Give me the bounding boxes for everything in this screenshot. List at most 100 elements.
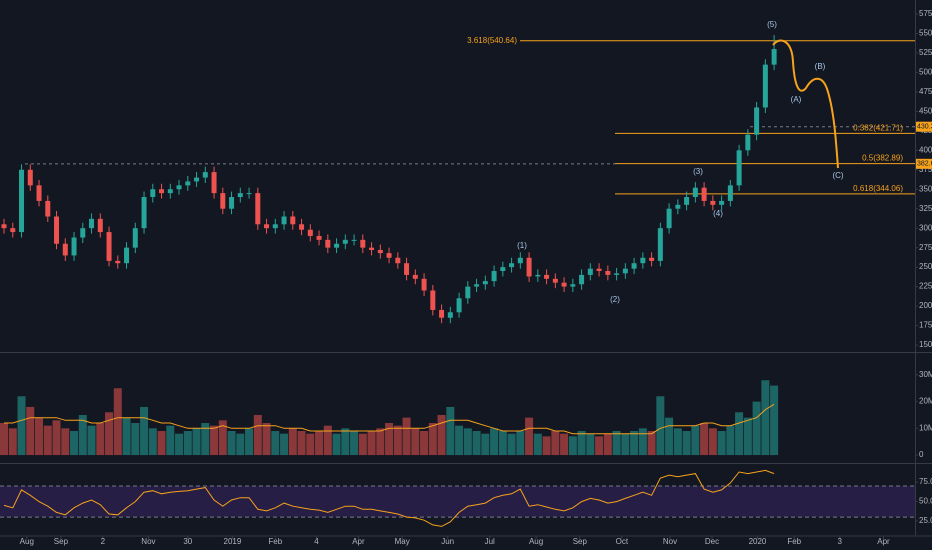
candle-body	[316, 235, 322, 240]
volume-bar	[568, 436, 577, 456]
price-tag	[916, 121, 932, 132]
candle-body	[10, 228, 16, 233]
candle-body	[605, 271, 611, 275]
candle-body	[701, 187, 707, 201]
candle-body	[544, 274, 550, 279]
y-tick-label: 75.00	[919, 477, 932, 486]
wave-label: (4)	[713, 209, 723, 218]
candle-body	[684, 197, 690, 205]
candle-body	[386, 253, 392, 258]
price-tag	[916, 158, 932, 169]
volume-bar	[691, 425, 700, 456]
candle-body	[666, 208, 672, 229]
fib-label: 0.382(421.71)	[853, 124, 903, 133]
volume-bar	[481, 433, 490, 456]
candle-body	[500, 267, 506, 272]
volume-bar	[533, 433, 542, 456]
volume-bar	[253, 414, 262, 456]
volume-bar	[8, 428, 17, 456]
fib-label: 3.618(540.64)	[467, 36, 517, 45]
candle-body	[596, 268, 602, 272]
candle-body	[115, 260, 121, 264]
wave-label: (B)	[815, 62, 826, 71]
y-tick-label: 525.00	[919, 48, 932, 57]
candle-body	[299, 224, 305, 230]
volume-bar	[105, 412, 114, 456]
candle-body	[377, 249, 383, 254]
candle-body	[587, 268, 593, 275]
candle-body	[62, 243, 68, 256]
volume-bar	[236, 433, 245, 456]
volume-bar	[630, 431, 639, 456]
volume-bar	[717, 431, 726, 456]
candle-body	[71, 237, 77, 256]
volume-bar	[463, 428, 472, 456]
x-tick-label: Sep	[54, 537, 69, 546]
volume-bar	[201, 422, 210, 456]
volume-bar	[490, 428, 499, 456]
candle-body	[404, 263, 410, 275]
candle-body	[456, 298, 462, 313]
volume-bar	[586, 433, 595, 456]
volume-bar	[770, 385, 779, 456]
candle-body	[132, 228, 138, 248]
fib-label: 0.618(344.06)	[853, 184, 903, 193]
candle-body	[526, 257, 532, 277]
candle-body	[19, 169, 25, 233]
candle-body	[754, 107, 760, 135]
volume-bar	[131, 422, 140, 456]
volume-bar	[0, 422, 9, 456]
candle-body	[360, 239, 366, 248]
volume-bar	[385, 422, 394, 456]
candle-body	[185, 181, 191, 186]
candle-body	[762, 64, 768, 108]
candle-body	[211, 172, 217, 194]
volume-bar	[297, 431, 306, 456]
volume-bar	[411, 428, 420, 456]
volume-bar	[455, 425, 464, 456]
y-tick-label: 275.00	[919, 243, 932, 252]
candle-body	[80, 228, 86, 238]
y-tick-label: 375.00	[919, 165, 932, 174]
volume-bar	[516, 431, 525, 456]
candle-body	[334, 243, 340, 248]
candle-body	[272, 224, 278, 229]
volume-bar	[148, 428, 157, 456]
candle-body	[194, 177, 200, 182]
y-tick-label: 250.00	[919, 262, 932, 271]
candle-body	[517, 257, 523, 264]
wave-label: (A)	[791, 95, 802, 104]
candle-body	[167, 189, 173, 194]
y-tick-label: 350.00	[919, 184, 932, 193]
y-tick-label: 50.00	[919, 497, 932, 506]
candle-body	[369, 247, 375, 250]
volume-bar	[227, 431, 236, 456]
candle-body	[579, 274, 585, 285]
candle-body	[255, 193, 261, 225]
x-tick-label: Dec	[705, 537, 719, 546]
candle-body	[89, 218, 95, 229]
candle-body	[561, 282, 567, 287]
candle-body	[675, 204, 681, 209]
volume-bar	[78, 414, 87, 456]
volume-bar	[612, 431, 621, 456]
volume-bar	[43, 425, 52, 456]
x-tick-label: Apr	[877, 537, 890, 546]
volume-bar	[507, 433, 516, 456]
y-tick-label: 25.00	[919, 516, 932, 525]
y-tick-label: 200.00	[919, 301, 932, 310]
x-tick-label: Feb	[268, 537, 282, 546]
volume-bar	[140, 406, 149, 456]
candle-body	[264, 224, 270, 229]
candle-body	[176, 185, 182, 190]
volume-bar	[656, 396, 665, 456]
candle-body	[570, 284, 576, 287]
x-tick-label: Aug	[20, 537, 34, 546]
x-tick-label: Jul	[485, 537, 495, 546]
candle-body	[421, 278, 427, 291]
y-tick-label: 300.00	[919, 223, 932, 232]
candle-body	[412, 274, 418, 279]
candle-body	[552, 278, 558, 283]
volume-bar	[577, 431, 586, 456]
